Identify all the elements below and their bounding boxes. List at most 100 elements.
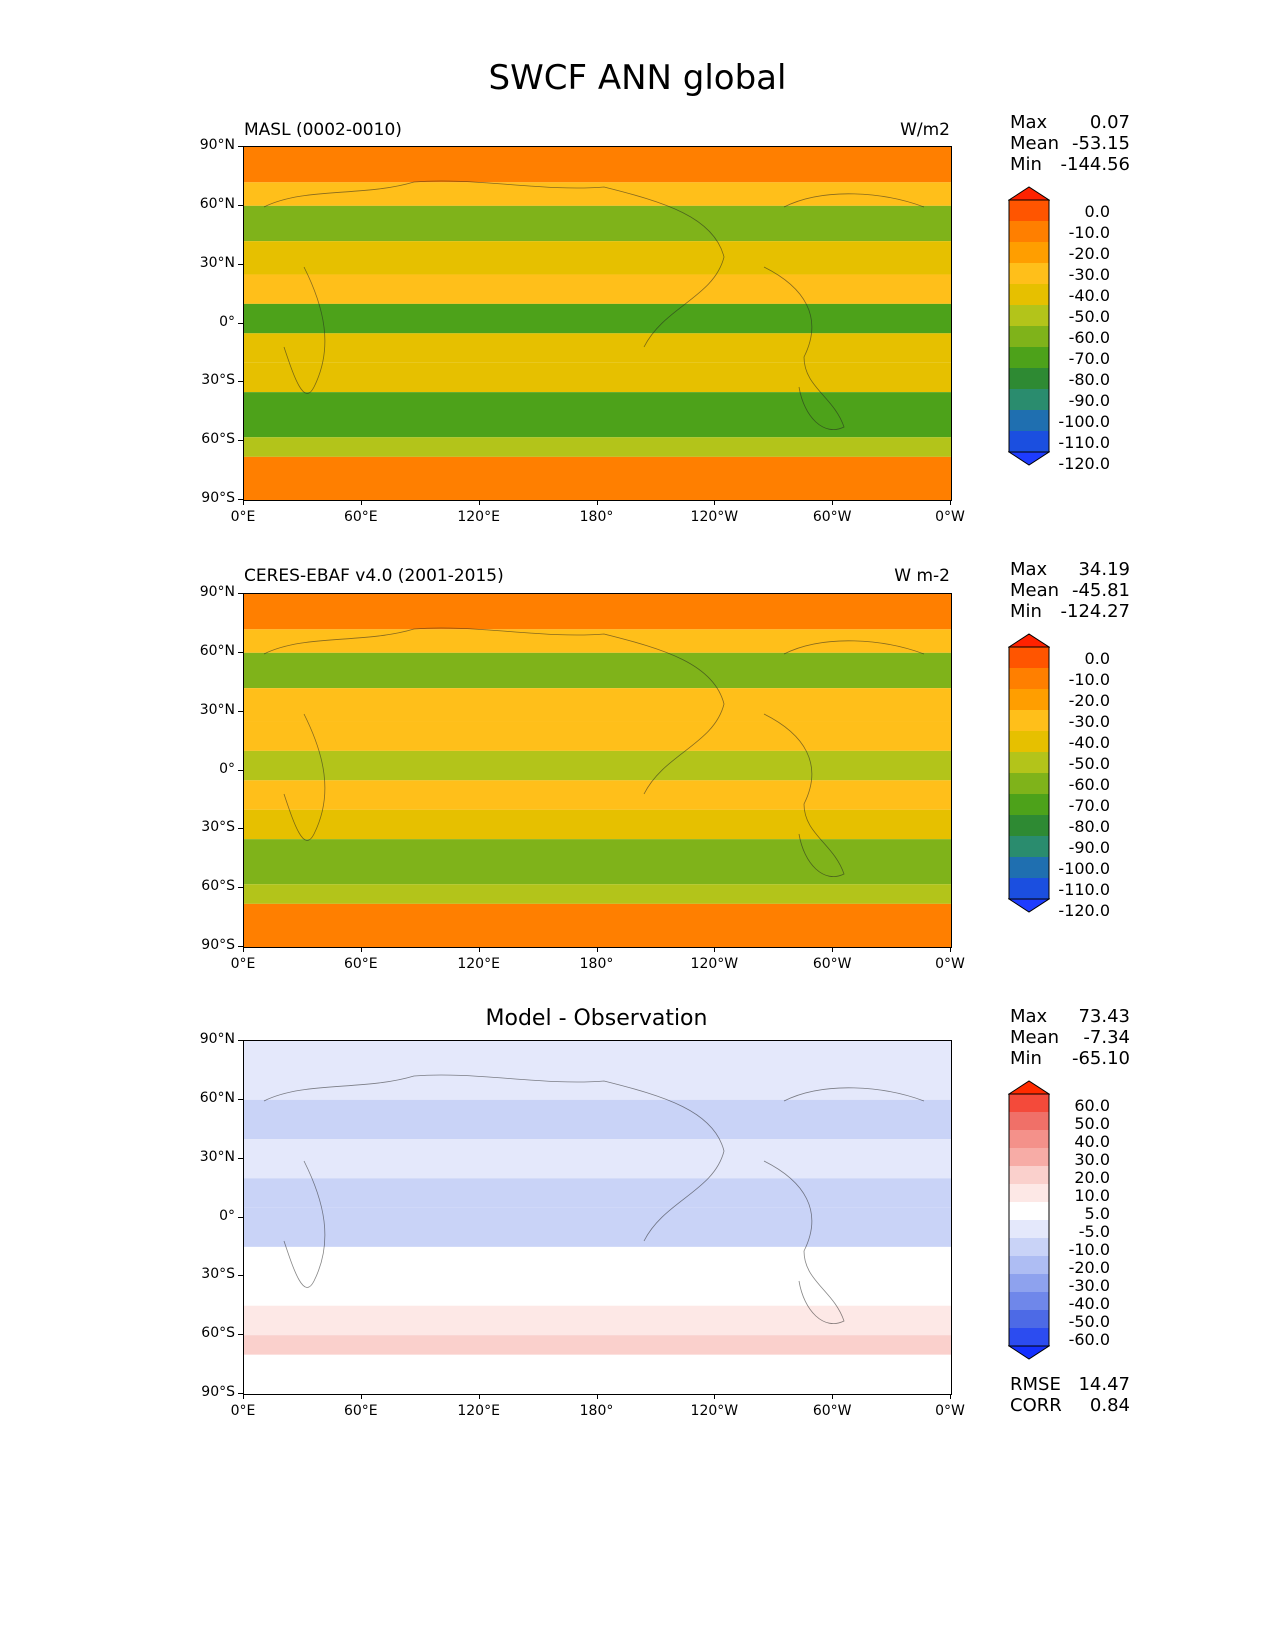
panel1-lon-tick: 0°W — [935, 509, 965, 525]
panel2-band-2 — [244, 652, 951, 689]
panel2-field — [244, 594, 951, 947]
panel3-colorbar — [1008, 1080, 1050, 1360]
panel1-band-8 — [244, 392, 951, 438]
panel3-lat-tickmark — [238, 1393, 243, 1394]
panel1-lon-tickmark — [478, 500, 480, 505]
panel1-title: MASL (0002-0010) — [244, 120, 402, 140]
panel2-colorbar-seg-3 — [1009, 689, 1049, 711]
panel3-lon-tick: 0°E — [230, 1403, 256, 1419]
panel3-colorbar-label: -50.0 — [1068, 1312, 1110, 1331]
panel1-colorbar-seg-8 — [1009, 347, 1049, 369]
panel2-colorbar-extend-bottom — [1008, 898, 1050, 913]
panel2-lon-tickmark — [478, 947, 480, 952]
panel3-colorbar-label: -40.0 — [1068, 1294, 1110, 1313]
panel3-corr-value: 0.84 — [1089, 1395, 1130, 1416]
panel3-max-label: Max — [1010, 1006, 1048, 1027]
panel3-coastline — [263, 1074, 925, 1324]
panel1-band-5 — [244, 303, 951, 334]
panel1-colorbar-label: -30.0 — [1068, 265, 1110, 284]
panel2-min-label: Min — [1010, 601, 1042, 622]
panel1-band-1 — [244, 182, 951, 206]
panel3-colorbar-seg-12 — [1009, 1292, 1049, 1311]
panel1-lon-tick: 180° — [579, 509, 614, 525]
panel1-lat-tick: 90°S — [201, 490, 235, 506]
panel3-min-label: Min — [1010, 1048, 1042, 1069]
panel2-lon-tick: 60°E — [343, 956, 378, 972]
panel3-lon-tick: 120°E — [457, 1403, 500, 1419]
panel2-lat-tick: 60°N — [199, 642, 235, 659]
panel1-colorbar-extend-top — [1008, 186, 1050, 201]
panel2-title: CERES-EBAF v4.0 (2001-2015) — [244, 566, 504, 586]
panel2-lon-tickmark — [832, 947, 834, 952]
panel1-colorbar-seg-1 — [1009, 200, 1049, 222]
panel1-lon-tickmark — [596, 500, 598, 505]
panel3-colorbar-seg-2 — [1009, 1112, 1049, 1131]
panel3-lon-tickmark — [832, 1394, 834, 1399]
panel1-colorbar-seg-12 — [1009, 431, 1049, 453]
panel3-colorbar-label: 40.0 — [1074, 1132, 1110, 1151]
panel1-band-10 — [244, 456, 951, 500]
panel3-band-2 — [244, 1139, 951, 1179]
panel1-colorbar-frame — [1008, 199, 1050, 453]
panel3-lon-tickmark — [596, 1394, 598, 1399]
panel2-lat-tickmark — [238, 593, 243, 594]
panel2-max-label: Max — [1010, 559, 1048, 580]
panel3-colorbar-seg-4 — [1009, 1148, 1049, 1167]
panel3-colorbar-extend-top — [1008, 1080, 1050, 1095]
panel1-lon-tickmark — [243, 500, 244, 505]
panel3-lat-tick: 90°N — [199, 1031, 235, 1047]
panel1-band-3 — [244, 241, 951, 275]
panel3-colorbar-seg-10 — [1009, 1256, 1049, 1275]
panel1-band-2 — [244, 205, 951, 242]
panel2-lon-tickmark — [714, 947, 716, 952]
panel1-lat-tickmark — [238, 440, 243, 442]
panel3-colorbar-label: 50.0 — [1074, 1114, 1110, 1133]
panel3-band-6 — [244, 1305, 951, 1336]
panel3-colorbar-label: 5.0 — [1084, 1204, 1110, 1223]
panel2-lon-tickmark — [243, 947, 244, 952]
panel2-band-1 — [244, 629, 951, 653]
panel3-lon-tick: 60°W — [812, 1403, 852, 1419]
panel1-colorbar-label: -60.0 — [1068, 328, 1110, 347]
panel1-colorbar-label: -120.0 — [1058, 454, 1110, 473]
panel3-max: Max 73.43 — [1010, 1006, 1130, 1028]
panel2-mean-label: Mean — [1010, 580, 1060, 601]
panel2-colorbar-seg-7 — [1009, 773, 1049, 795]
panel3-colorbar-label: -10.0 — [1068, 1240, 1110, 1259]
panel3-band-1 — [244, 1099, 951, 1140]
panel1-colorbar-seg-10 — [1009, 389, 1049, 411]
panel1-colorbar-seg-2 — [1009, 221, 1049, 243]
panel1-mean-label: Mean — [1010, 133, 1060, 154]
panel3-mean: Mean -7.34 — [1010, 1027, 1130, 1049]
panel3-lon-tickmark — [478, 1394, 480, 1399]
panel2-colorbar-label: -120.0 — [1058, 901, 1110, 920]
panel2-colorbar-label: -80.0 — [1068, 817, 1110, 836]
panel2-lon-tick: 120°W — [690, 956, 739, 972]
panel2-colorbar-label: -100.0 — [1058, 859, 1110, 878]
panel3-min-value: -65.10 — [1071, 1048, 1130, 1069]
panel3-colorbar-seg-11 — [1009, 1274, 1049, 1293]
panel3-lon-tick: 0°W — [935, 1403, 965, 1419]
panel2-colorbar-label: -110.0 — [1058, 880, 1110, 899]
panel3-colorbar-seg-14 — [1009, 1328, 1049, 1347]
panel1-lat-tickmark — [238, 499, 243, 500]
panel2-coastline — [263, 627, 925, 877]
panel3-colorbar-seg-13 — [1009, 1310, 1049, 1329]
panel1-colorbar-seg-6 — [1009, 305, 1049, 327]
panel2-band-5 — [244, 750, 951, 781]
panel2-lat-tick: 30°S — [201, 819, 235, 836]
panel3-colorbar-label: 60.0 — [1074, 1096, 1110, 1115]
panel1-colorbar-label: -100.0 — [1058, 412, 1110, 431]
panel2-lon-tick: 180° — [579, 956, 614, 972]
panel3-band-4 — [244, 1207, 951, 1247]
panel1-min-value: -144.56 — [1060, 154, 1130, 175]
panel2-colorbar-seg-2 — [1009, 668, 1049, 690]
panel1-lat-tickmark — [238, 146, 243, 147]
figure-title: SWCF ANN global — [488, 58, 787, 98]
panel3-lon-tickmark — [714, 1394, 716, 1399]
panel1-field — [244, 147, 951, 500]
panel2-band-10 — [244, 903, 951, 947]
panel3-lat-tickmark — [238, 1040, 243, 1041]
panel1-min-label: Min — [1010, 154, 1042, 175]
panel3-lon-tickmark — [243, 1394, 244, 1399]
